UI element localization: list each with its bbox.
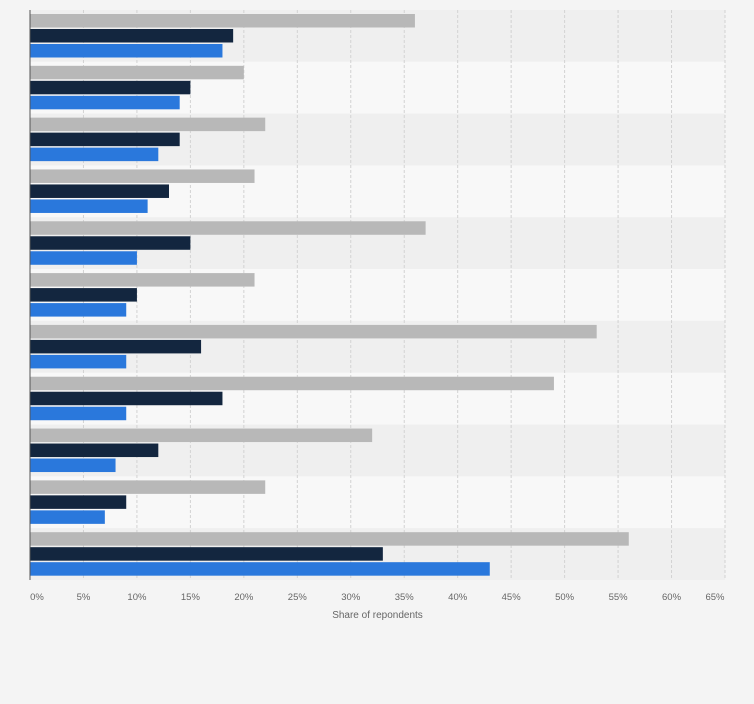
x-tick-label: 5% [77, 592, 91, 603]
bar [30, 354, 127, 369]
bars [30, 14, 629, 576]
bar [30, 132, 180, 147]
bar [30, 236, 191, 250]
bar [30, 562, 490, 576]
x-tick-label: 0% [30, 592, 44, 603]
x-tick-label: 40% [448, 592, 468, 603]
x-tick-label: 15% [181, 592, 201, 603]
x-tick-label: 55% [609, 592, 629, 603]
bar [30, 510, 105, 524]
bar [30, 95, 180, 110]
bar [30, 14, 415, 28]
bar [30, 80, 191, 95]
bar [30, 532, 629, 546]
x-tick-label: 50% [555, 592, 575, 603]
bar [30, 147, 159, 162]
x-tick-labels: 0% 5% 10% 15% 20% 25% 30% 35% 40% 45% 50% 55% 60% 65% [30, 592, 725, 603]
bar [30, 391, 223, 406]
x-tick-label: 35% [395, 592, 415, 603]
bar [30, 65, 244, 80]
bar [30, 495, 127, 509]
bar [30, 117, 266, 132]
bar [30, 406, 127, 421]
bar [30, 339, 202, 354]
bar [30, 303, 127, 317]
x-tick-label: 10% [127, 592, 147, 603]
bar [30, 273, 255, 287]
x-tick-label: 45% [502, 592, 522, 603]
bar [30, 288, 137, 302]
bar [30, 251, 137, 265]
bar [30, 376, 554, 391]
x-tick-label: 30% [341, 592, 361, 603]
bar [30, 547, 383, 561]
bar [30, 44, 223, 58]
bar [30, 29, 234, 43]
bar [30, 428, 373, 443]
bar [30, 443, 159, 458]
x-tick-label: 25% [288, 592, 308, 603]
bar [30, 458, 116, 473]
x-tick-label: 20% [234, 592, 254, 603]
bar [30, 169, 255, 183]
x-tick-label: 65% [705, 592, 725, 603]
bar [30, 199, 148, 213]
x-axis-label: Share of repondents [332, 610, 423, 621]
bar [30, 221, 426, 235]
bar [30, 324, 597, 339]
x-tick-label: 60% [662, 592, 682, 603]
bar [30, 184, 169, 198]
bar [30, 480, 266, 494]
